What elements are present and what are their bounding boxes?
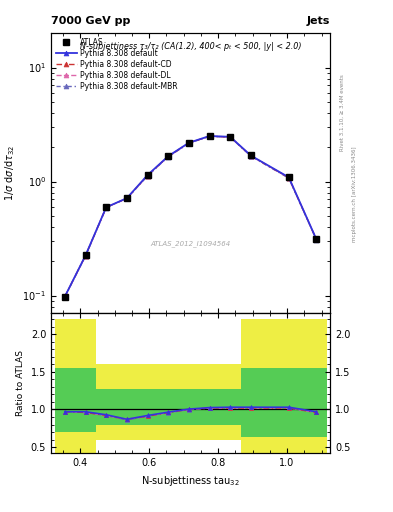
- Pythia 8.308 default-DL: [314, 237, 319, 243]
- ATLAS: [125, 195, 129, 201]
- Pythia 8.308 default-CD: [83, 252, 88, 259]
- Line: Pythia 8.308 default-MBR: Pythia 8.308 default-MBR: [62, 134, 319, 300]
- Pythia 8.308 default-MBR: [166, 154, 171, 160]
- Line: Pythia 8.308 default-CD: Pythia 8.308 default-CD: [62, 134, 319, 299]
- X-axis label: N-subjettiness tau$_{32}$: N-subjettiness tau$_{32}$: [141, 474, 240, 487]
- Pythia 8.308 default: [125, 195, 129, 201]
- Pythia 8.308 default-MBR: [62, 294, 67, 300]
- Pythia 8.308 default-MBR: [104, 204, 108, 210]
- Pythia 8.308 default-DL: [145, 173, 150, 179]
- ATLAS: [248, 152, 253, 158]
- ATLAS: [62, 293, 67, 300]
- ATLAS: [228, 134, 233, 140]
- Pythia 8.308 default-DL: [166, 154, 171, 160]
- Pythia 8.308 default-DL: [104, 204, 108, 210]
- Pythia 8.308 default: [62, 293, 67, 300]
- Pythia 8.308 default-DL: [248, 153, 253, 159]
- Pythia 8.308 default-MBR: [207, 133, 212, 139]
- Legend: ATLAS, Pythia 8.308 default, Pythia 8.308 default-CD, Pythia 8.308 default-DL, P: ATLAS, Pythia 8.308 default, Pythia 8.30…: [53, 35, 180, 93]
- Pythia 8.308 default-DL: [62, 293, 67, 300]
- Pythia 8.308 default-DL: [187, 140, 191, 146]
- ATLAS: [145, 172, 150, 178]
- Pythia 8.308 default: [314, 236, 319, 242]
- Pythia 8.308 default-CD: [228, 134, 233, 140]
- Y-axis label: Ratio to ATLAS: Ratio to ATLAS: [16, 350, 25, 416]
- Text: mcplots.cern.ch [arXiv:1306.3436]: mcplots.cern.ch [arXiv:1306.3436]: [352, 147, 357, 242]
- Pythia 8.308 default: [286, 174, 291, 180]
- Pythia 8.308 default: [248, 153, 253, 159]
- ATLAS: [104, 204, 108, 210]
- Pythia 8.308 default-MBR: [314, 237, 319, 243]
- Pythia 8.308 default-CD: [166, 154, 171, 160]
- Line: ATLAS: ATLAS: [62, 133, 320, 300]
- Pythia 8.308 default-MBR: [286, 175, 291, 181]
- Text: Jets: Jets: [307, 15, 330, 26]
- ATLAS: [187, 139, 191, 145]
- ATLAS: [286, 174, 291, 180]
- Pythia 8.308 default: [166, 153, 171, 159]
- Pythia 8.308 default-CD: [187, 140, 191, 146]
- Text: Rivet 3.1.10, ≥ 3.4M events: Rivet 3.1.10, ≥ 3.4M events: [340, 74, 345, 151]
- Pythia 8.308 default-MBR: [187, 140, 191, 146]
- ATLAS: [83, 252, 88, 259]
- Pythia 8.308 default-CD: [248, 153, 253, 159]
- Line: Pythia 8.308 default-DL: Pythia 8.308 default-DL: [62, 134, 319, 299]
- Pythia 8.308 default: [228, 134, 233, 140]
- Pythia 8.308 default-MBR: [125, 196, 129, 202]
- Pythia 8.308 default-MBR: [83, 253, 88, 259]
- Pythia 8.308 default-CD: [125, 195, 129, 201]
- Pythia 8.308 default: [207, 133, 212, 139]
- Pythia 8.308 default-MBR: [228, 134, 233, 140]
- Pythia 8.308 default-MBR: [248, 153, 253, 159]
- Pythia 8.308 default-CD: [145, 173, 150, 179]
- Pythia 8.308 default-DL: [207, 133, 212, 139]
- Pythia 8.308 default-MBR: [145, 173, 150, 179]
- ATLAS: [314, 236, 319, 242]
- Line: Pythia 8.308 default: Pythia 8.308 default: [62, 134, 319, 299]
- Pythia 8.308 default: [187, 140, 191, 146]
- Pythia 8.308 default-DL: [125, 195, 129, 201]
- Text: N-subjettiness τ₃/τ₂ (CA(1.2), 400< pₜ < 500, |y| < 2.0): N-subjettiness τ₃/τ₂ (CA(1.2), 400< pₜ <…: [80, 41, 301, 51]
- Pythia 8.308 default-DL: [83, 253, 88, 259]
- Pythia 8.308 default-DL: [228, 134, 233, 140]
- Text: 7000 GeV pp: 7000 GeV pp: [51, 15, 130, 26]
- Text: ATLAS_2012_I1094564: ATLAS_2012_I1094564: [151, 240, 231, 247]
- Pythia 8.308 default-DL: [286, 175, 291, 181]
- Pythia 8.308 default: [145, 172, 150, 178]
- ATLAS: [207, 133, 212, 139]
- Pythia 8.308 default: [104, 204, 108, 210]
- Pythia 8.308 default-CD: [207, 133, 212, 139]
- ATLAS: [166, 153, 171, 159]
- Pythia 8.308 default-CD: [286, 175, 291, 181]
- Pythia 8.308 default: [83, 252, 88, 259]
- Pythia 8.308 default-CD: [314, 237, 319, 243]
- Y-axis label: 1/$\sigma$ d$\sigma$/d$\tau$$_{32}$: 1/$\sigma$ d$\sigma$/d$\tau$$_{32}$: [3, 145, 17, 201]
- Pythia 8.308 default-CD: [104, 204, 108, 210]
- Pythia 8.308 default-CD: [62, 293, 67, 300]
